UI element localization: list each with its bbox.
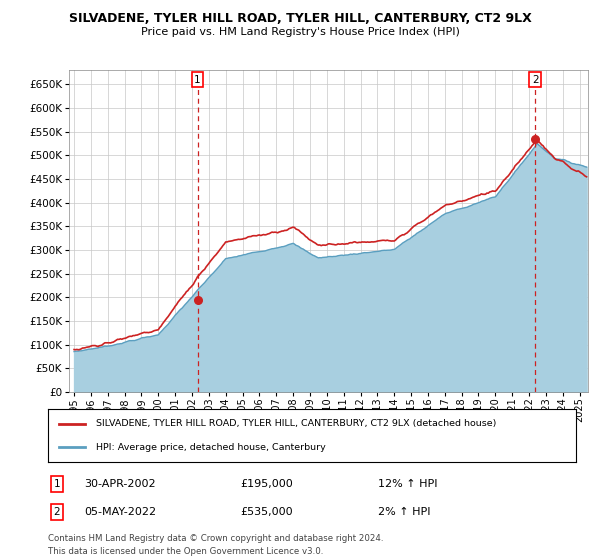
Point [193,295,202,304]
Text: 30-APR-2002: 30-APR-2002 [84,479,155,489]
Text: 2% ↑ HPI: 2% ↑ HPI [378,507,431,517]
Text: HPI: Average price, detached house, Canterbury: HPI: Average price, detached house, Cant… [95,442,325,451]
Text: 12% ↑ HPI: 12% ↑ HPI [378,479,437,489]
Text: Contains HM Land Registry data © Crown copyright and database right 2024.: Contains HM Land Registry data © Crown c… [48,534,383,543]
Point [530,134,540,143]
Text: Price paid vs. HM Land Registry's House Price Index (HPI): Price paid vs. HM Land Registry's House … [140,27,460,37]
Text: 1: 1 [53,479,61,489]
Text: 2: 2 [53,507,61,517]
Text: 2: 2 [532,75,539,85]
Text: £195,000: £195,000 [240,479,293,489]
Text: 1: 1 [194,75,201,85]
Text: SILVADENE, TYLER HILL ROAD, TYLER HILL, CANTERBURY, CT2 9LX (detached house): SILVADENE, TYLER HILL ROAD, TYLER HILL, … [95,419,496,428]
Text: SILVADENE, TYLER HILL ROAD, TYLER HILL, CANTERBURY, CT2 9LX: SILVADENE, TYLER HILL ROAD, TYLER HILL, … [68,12,532,25]
Text: £535,000: £535,000 [240,507,293,517]
Text: 05-MAY-2022: 05-MAY-2022 [84,507,156,517]
Text: This data is licensed under the Open Government Licence v3.0.: This data is licensed under the Open Gov… [48,547,323,556]
